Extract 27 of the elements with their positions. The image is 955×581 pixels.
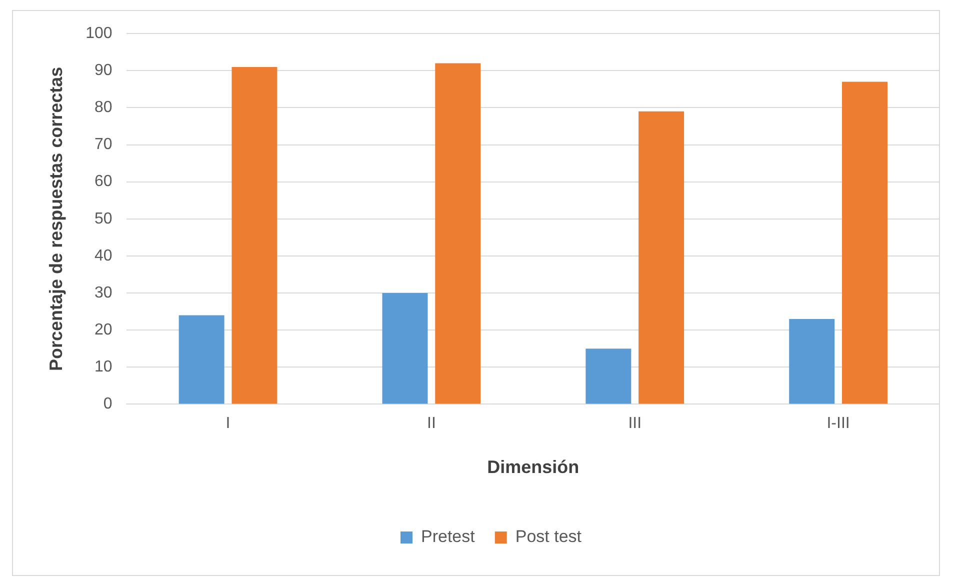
- bar: [435, 63, 481, 404]
- y-tick-label: 10: [94, 358, 112, 376]
- y-axis-title: Porcentaje de respuestas correctas: [46, 66, 66, 371]
- y-tick-label: 60: [94, 173, 112, 190]
- x-tick-label: III: [628, 415, 642, 432]
- bar: [382, 293, 428, 404]
- bar: [232, 66, 278, 404]
- bar: [789, 318, 835, 404]
- bar: [178, 315, 224, 404]
- y-tick-label: 90: [94, 62, 112, 80]
- legend-label: Pretest: [421, 527, 476, 546]
- bar: [586, 348, 632, 404]
- bar: [842, 82, 888, 404]
- x-tick-label: I-III: [826, 415, 850, 432]
- y-tick-label: 0: [103, 396, 112, 413]
- y-tick-label: 50: [94, 210, 112, 228]
- legend-label: Post test: [515, 527, 582, 546]
- x-axis-title: Dimensión: [487, 457, 580, 478]
- y-tick-label: 100: [86, 25, 112, 42]
- y-tick-label: 70: [94, 136, 112, 154]
- x-tick-label: II: [426, 415, 436, 432]
- bar: [638, 111, 684, 404]
- y-tick-label: 40: [94, 247, 112, 264]
- y-tick-label: 20: [94, 321, 112, 338]
- y-tick-label: 80: [94, 99, 112, 116]
- x-tick-label: I: [226, 415, 230, 432]
- y-tick-label: 30: [94, 284, 112, 302]
